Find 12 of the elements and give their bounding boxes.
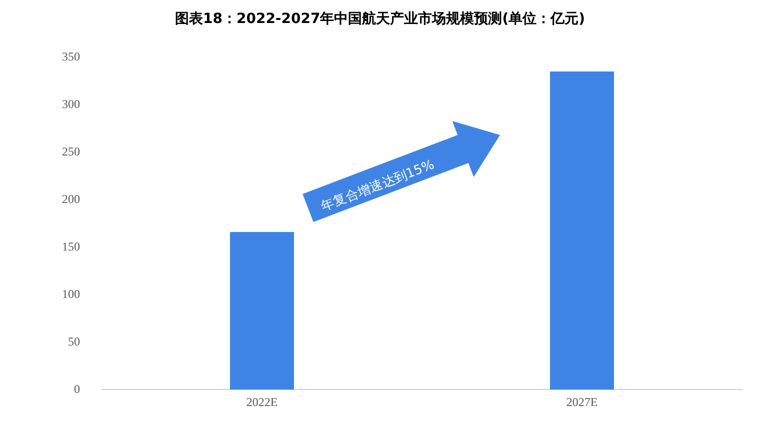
y-tick-label: 200: [62, 192, 80, 206]
y-tick-label: 350: [62, 49, 80, 64]
y-tick-label: 150: [62, 239, 80, 254]
y-tick-label: 250: [62, 144, 80, 158]
chart-title: 图表18：2022-2027年中国航天产业市场规模预测(单位：亿元): [174, 10, 586, 29]
annotation: 年复合增速达到15%: [318, 156, 438, 216]
y-tick-label: 100: [62, 286, 80, 301]
y-tick-label: 300: [62, 96, 80, 111]
y-tick-label: 50: [68, 334, 80, 348]
y-tick-label: 0: [74, 382, 80, 396]
x-tick-label: 2022E: [246, 394, 278, 409]
x-tick-label: 2027E: [566, 394, 598, 409]
